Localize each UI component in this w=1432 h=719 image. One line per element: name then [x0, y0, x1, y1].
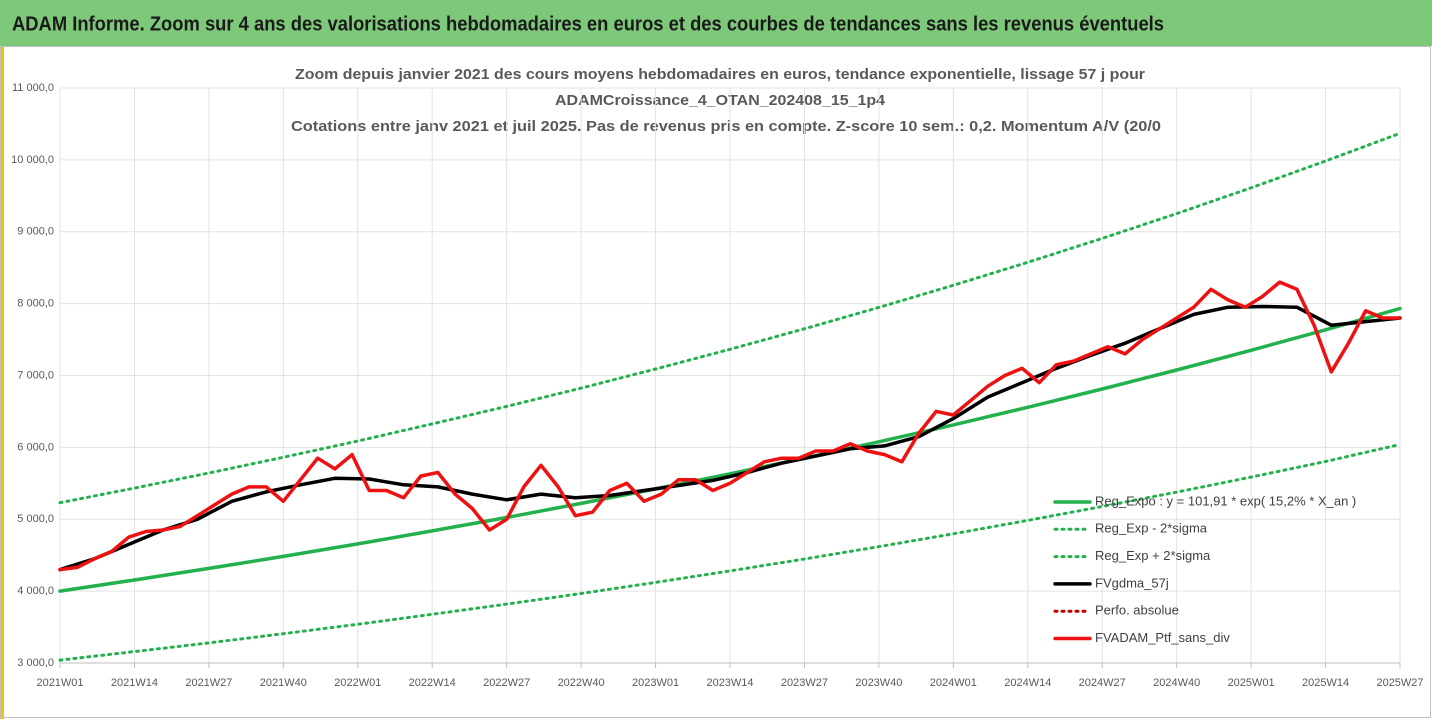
y-tick-label: 9 000,0 — [17, 226, 54, 238]
x-tick-label: 2021W14 — [111, 677, 158, 689]
x-tick-label: 2022W27 — [483, 677, 530, 689]
series-line — [58, 443, 1402, 662]
series-line — [58, 306, 1402, 593]
x-tick-label: 2024W27 — [1079, 677, 1126, 689]
y-tick-label: 7 000,0 — [17, 369, 54, 381]
series-line — [58, 131, 1402, 505]
y-tick-label: 10 000,0 — [11, 154, 54, 166]
x-tick-label: 2021W40 — [260, 677, 307, 689]
y-tick-label: 11 000,0 — [12, 82, 54, 94]
series-line — [58, 280, 1402, 572]
x-tick-label: 2025W01 — [1228, 677, 1275, 689]
header-bar — [0, 0, 1432, 46]
subtitle: Zoom depuis janvier 2021 des cours moyen… — [295, 66, 1145, 83]
x-tick-label: 2024W40 — [1153, 677, 1200, 689]
chart-frame — [0, 46, 1431, 718]
legend-label: FVADAM_Ptf_sans_div — [1095, 630, 1230, 645]
subtitle: Cotations entre janv 2021 et juil 2025. … — [291, 118, 1161, 135]
x-tick-label: 2023W27 — [781, 677, 828, 689]
chart-title: ADAM Informe. Zoom sur 4 ans des valoris… — [12, 13, 1164, 35]
x-tick-label: 2023W01 — [632, 677, 679, 689]
legend-label: Reg_Exp - 2*sigma — [1095, 521, 1208, 536]
y-tick-label: 3 000,0 — [17, 657, 54, 669]
x-tick-label: 2021W01 — [36, 677, 83, 689]
x-tick-label: 2022W01 — [334, 677, 381, 689]
legend-label: Reg_Expo : y = 101,91 * exp( 15,2% * X_a… — [1095, 493, 1356, 508]
legend-label: Reg_Exp + 2*sigma — [1095, 548, 1211, 563]
left-border — [0, 46, 4, 719]
series-line — [58, 304, 1402, 572]
x-tick-label: 2022W40 — [558, 677, 605, 689]
y-tick-label: 4 000,0 — [17, 585, 54, 597]
legend-label: FVgdma_57j — [1095, 575, 1169, 590]
legend-label: Perfo. absolue — [1095, 603, 1179, 618]
subtitle: ADAMCroissance_4_OTAN_202408_15_1p4 — [555, 92, 886, 109]
y-tick-label: 5 000,0 — [17, 513, 54, 525]
x-tick-label: 2021W27 — [185, 677, 232, 689]
x-tick-label: 2025W27 — [1376, 677, 1423, 689]
x-tick-label: 2024W01 — [930, 677, 977, 689]
x-tick-label: 2024W14 — [1004, 677, 1051, 689]
x-tick-label: 2023W14 — [706, 677, 753, 689]
x-tick-label: 2022W14 — [409, 677, 456, 689]
x-tick-label: 2023W40 — [855, 677, 902, 689]
y-tick-label: 6 000,0 — [17, 441, 54, 453]
y-tick-label: 8 000,0 — [17, 298, 54, 310]
x-tick-label: 2025W14 — [1302, 677, 1349, 689]
